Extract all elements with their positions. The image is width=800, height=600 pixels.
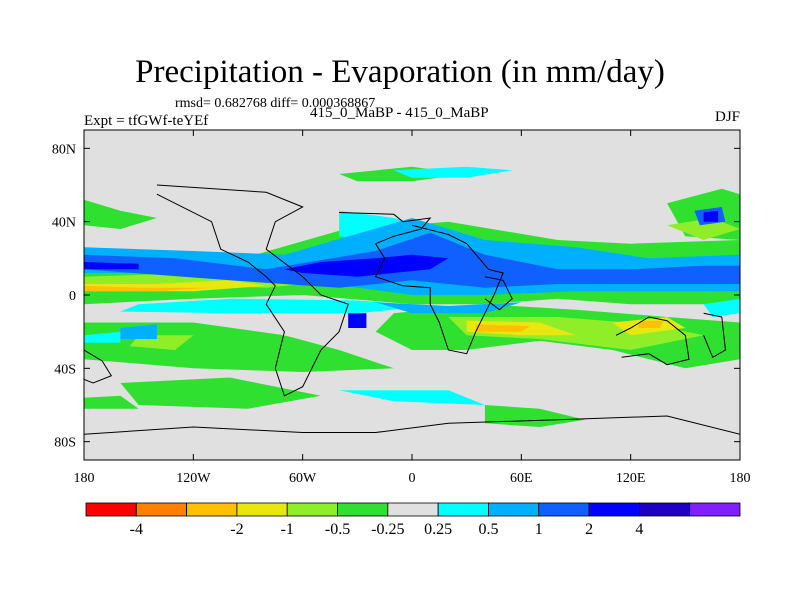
contour-region-16 [84, 285, 212, 292]
colorbar-box-3 [236, 502, 288, 517]
colorbar-box-1 [135, 502, 188, 517]
y-tick-label-4: 80S [54, 436, 76, 451]
x-tick-label-3: 0 [409, 471, 416, 486]
contour-fills [84, 166, 740, 427]
colorbar-box-6 [387, 502, 439, 517]
contour-region-33 [84, 262, 139, 270]
colorbar-box-4 [286, 502, 338, 517]
contour-region-31 [348, 313, 367, 328]
colorbar-box-0 [85, 502, 137, 517]
coastline-2 [615, 316, 690, 366]
y-tick-label-0: 80N [52, 142, 76, 157]
colorbar-label-1: -2 [230, 521, 243, 538]
colorbar-box-10 [588, 502, 640, 517]
y-tick-label-3: 40S [54, 362, 76, 377]
case-label: 415_0_MaBP - 415_0_MaBP [310, 105, 489, 121]
colorbar-label-9: 4 [635, 521, 643, 538]
coastline-6 [484, 276, 513, 311]
coastline-4 [84, 349, 113, 384]
contour-region-27 [120, 324, 157, 339]
y-tick-label-1: 40N [52, 216, 76, 231]
stats-label: rmsd= 0.682768 diff= 0.000368867 [175, 96, 376, 111]
contour-region-23 [339, 390, 485, 405]
experiment-label: Expt = tfGWf-teYEf [84, 113, 209, 129]
colorbar: -4 -2 -1 -0.5 -0.25 0.25 0.5 1 2 4 [85, 502, 741, 538]
colorbar-label-7: 1 [535, 521, 543, 538]
contour-region-32 [703, 210, 719, 222]
coastline-3 [84, 415, 740, 435]
contour-region-11 [667, 218, 740, 240]
contour-region-17 [475, 324, 531, 332]
colorbar-box-8 [488, 502, 540, 517]
x-tick-label-2: 60W [289, 471, 317, 486]
x-tick-label-6: 180 [730, 471, 751, 486]
colorbar-label-8: 2 [585, 521, 593, 538]
chart-title: Precipitation - Evaporation (in mm/day) [135, 54, 665, 90]
colorbar-label-5: 0.25 [424, 521, 452, 538]
colorbar-box-9 [538, 502, 590, 517]
contour-region-30 [284, 254, 449, 277]
contour-region-24 [703, 298, 740, 317]
colorbar-box-7 [437, 502, 489, 517]
season-label: DJF [714, 109, 740, 125]
colorbar-box-11 [638, 502, 691, 517]
y-tick-label-2: 0 [69, 289, 76, 304]
contour-region-26 [375, 302, 522, 314]
colorbar-label-2: -1 [281, 521, 294, 538]
contour-region-22 [84, 331, 121, 343]
colorbar-label-3: -0.5 [325, 521, 350, 538]
coastline-0 [339, 212, 504, 355]
colorbar-box-5 [337, 502, 389, 517]
x-tick-label-4: 60E [510, 471, 533, 486]
colorbar-label-6: 0.5 [478, 521, 498, 538]
coastlines [84, 184, 740, 435]
contour-region-19 [120, 298, 431, 314]
contour-region-1 [84, 199, 157, 229]
x-tick-label-0: 180 [74, 471, 95, 486]
x-axis: 180 120W 60W 0 60E 120E 180 [74, 130, 751, 486]
x-tick-label-1: 120W [176, 471, 211, 486]
contour-region-18 [638, 320, 664, 328]
colorbar-label-0: -4 [130, 521, 143, 538]
x-tick-label-5: 120E [616, 471, 646, 486]
plot-area [84, 130, 740, 460]
contour-region-8 [84, 395, 139, 409]
contour-region-20 [393, 166, 513, 178]
coastline-5 [703, 312, 726, 359]
colorbar-label-4: -0.25 [371, 521, 404, 538]
contour-region-4 [120, 377, 321, 409]
coastline-1 [156, 184, 349, 397]
colorbar-box-12 [689, 502, 741, 517]
colorbar-box-2 [186, 502, 238, 517]
y-axis: 80N 40N 0 40S 80S [52, 142, 740, 451]
